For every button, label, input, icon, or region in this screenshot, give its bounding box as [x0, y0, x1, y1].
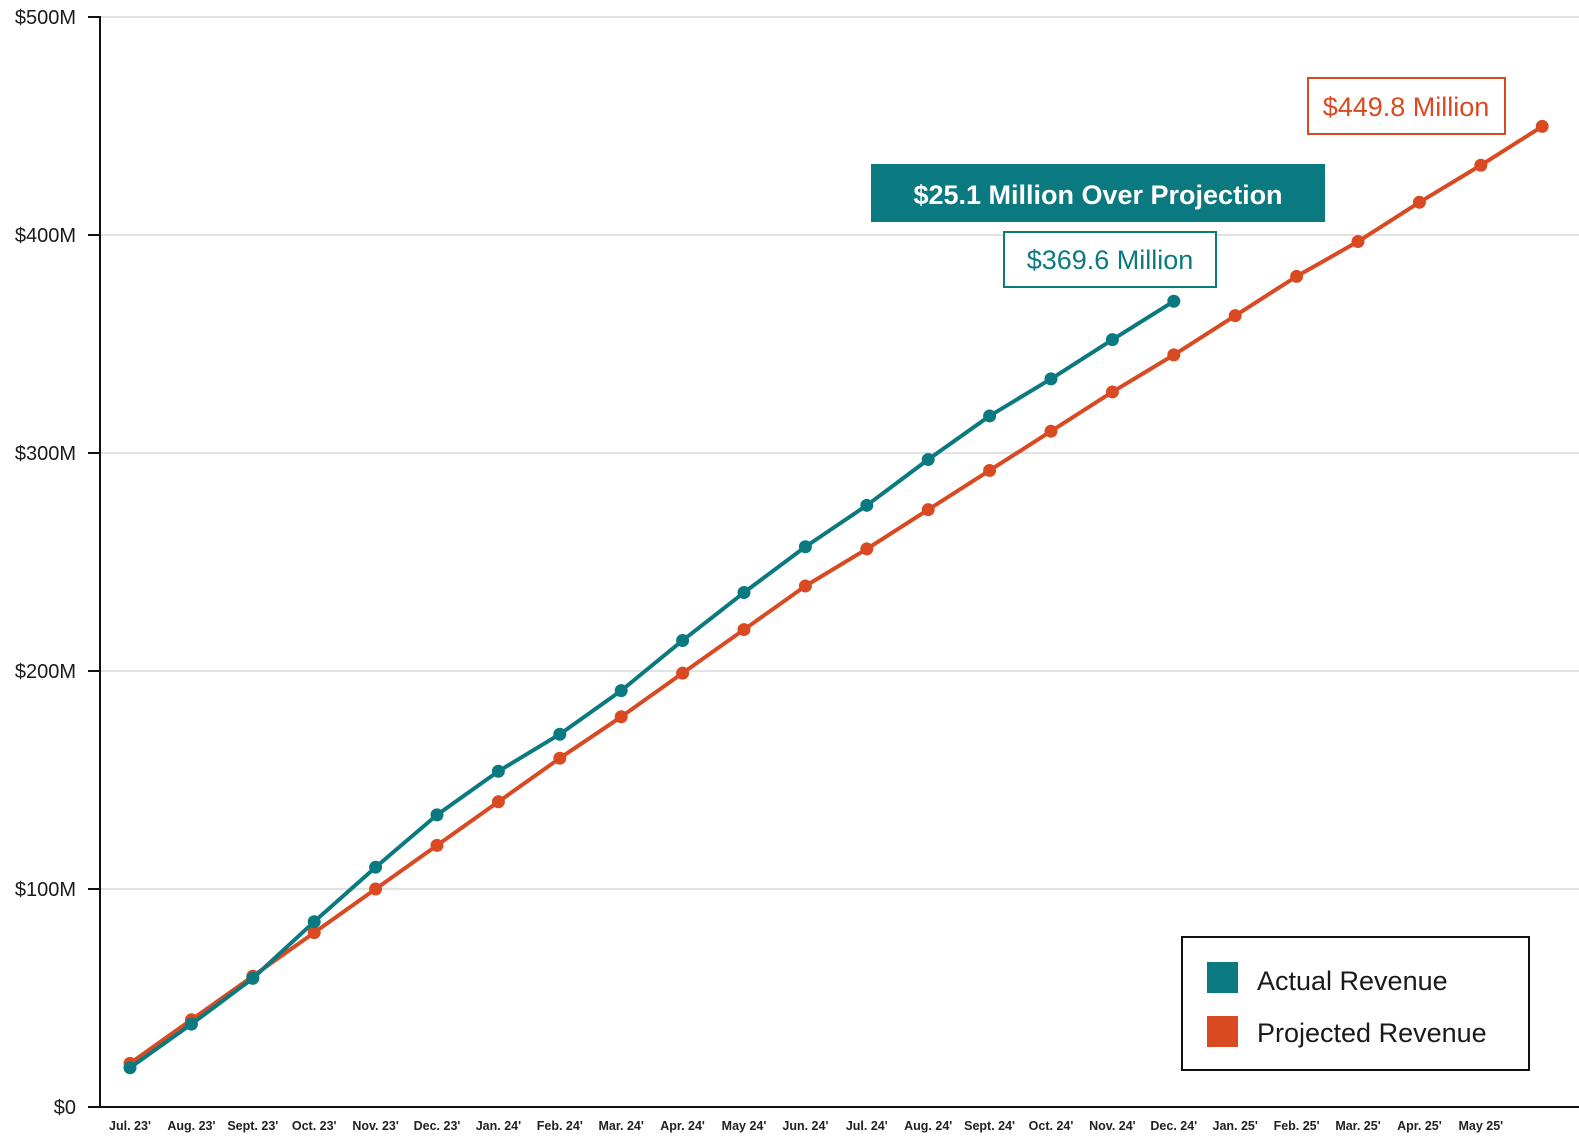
series-actual-revenue [123, 294, 1181, 1075]
projected-callout-box [1307, 77, 1506, 135]
point-projected-revenue-19 [1290, 269, 1304, 283]
legend-label-actual: Actual Revenue [1257, 966, 1448, 996]
x-tick-label-10: May 24' [722, 1119, 767, 1133]
point-actual-revenue-14 [983, 409, 997, 423]
x-tick-label-11: Jun. 24' [782, 1119, 828, 1133]
y-tick-labels: $0 $100M $200M $300M $400M $500M [15, 7, 100, 1119]
actual-end-callout: $369.6 Million [1003, 231, 1217, 288]
point-projected-revenue-9 [676, 666, 690, 680]
projected-callout-text: $449.8 Million [1323, 92, 1490, 122]
x-tick-label-2: Sept. 23' [227, 1119, 278, 1133]
legend-swatch-actual [1207, 962, 1238, 993]
banner-background [871, 164, 1325, 222]
point-projected-revenue-13 [921, 503, 935, 517]
point-projected-revenue-10 [737, 623, 751, 637]
y-tick-label-2: $200M [15, 661, 76, 683]
point-projected-revenue-22 [1474, 158, 1488, 172]
x-tick-label-0: Jul. 23' [109, 1119, 151, 1133]
point-actual-revenue-3 [307, 915, 321, 929]
point-actual-revenue-13 [921, 453, 935, 467]
point-actual-revenue-2 [246, 971, 260, 985]
point-actual-revenue-12 [860, 498, 874, 512]
point-projected-revenue-7 [553, 751, 567, 765]
point-projected-revenue-20 [1351, 235, 1365, 249]
x-tick-label-21: Apr. 25' [1397, 1119, 1442, 1133]
point-actual-revenue-6 [491, 764, 505, 778]
x-tick-label-13: Aug. 24' [904, 1119, 952, 1133]
point-projected-revenue-6 [491, 795, 505, 809]
axes [99, 16, 1579, 1108]
point-projected-revenue-4 [369, 882, 383, 896]
series-layer [123, 119, 1549, 1075]
x-tick-label-22: May 25' [1458, 1119, 1503, 1133]
actual-callout-box [1003, 231, 1217, 288]
point-projected-revenue-3 [307, 926, 321, 940]
x-tick-label-8: Mar. 24' [599, 1119, 644, 1133]
y-tick-label-3: $300M [15, 443, 76, 465]
point-actual-revenue-8 [614, 684, 628, 698]
x-tick-label-16: Nov. 24' [1089, 1119, 1136, 1133]
point-projected-revenue-15 [1044, 424, 1058, 438]
point-projected-revenue-17 [1167, 348, 1181, 362]
point-actual-revenue-7 [553, 727, 567, 741]
point-projected-revenue-23 [1535, 119, 1549, 133]
banner-text: $25.1 Million Over Projection [913, 180, 1282, 210]
series-projected-revenue [123, 119, 1549, 1070]
point-actual-revenue-10 [737, 586, 751, 600]
grid-lines [101, 16, 1579, 890]
y-tick-label-4: $400M [15, 225, 76, 247]
point-actual-revenue-9 [676, 633, 690, 647]
y-tick-label-5: $500M [15, 7, 76, 29]
point-actual-revenue-11 [798, 540, 812, 554]
point-actual-revenue-1 [184, 1017, 198, 1031]
point-actual-revenue-4 [369, 860, 383, 874]
x-tick-label-6: Jan. 24' [476, 1119, 521, 1133]
point-actual-revenue-17 [1167, 294, 1181, 308]
point-projected-revenue-12 [860, 542, 874, 556]
point-projected-revenue-5 [430, 838, 444, 852]
point-projected-revenue-18 [1228, 309, 1242, 323]
series-line-projected-revenue [128, 124, 1544, 1066]
point-projected-revenue-21 [1412, 195, 1426, 209]
legend-box [1181, 936, 1530, 1071]
actual-callout-text: $369.6 Million [1027, 245, 1194, 275]
legend-label-projected: Projected Revenue [1257, 1018, 1487, 1048]
x-tick-label-19: Feb. 25' [1274, 1119, 1320, 1133]
x-tick-label-15: Oct. 24' [1029, 1119, 1074, 1133]
x-tick-label-12: Jul. 24' [846, 1119, 888, 1133]
point-projected-revenue-14 [983, 463, 997, 477]
legend: Actual Revenue Projected Revenue [1181, 936, 1530, 1071]
point-actual-revenue-15 [1044, 372, 1058, 386]
point-projected-revenue-16 [1105, 385, 1119, 399]
y-tick-label-0: $0 [54, 1097, 76, 1119]
x-tick-label-14: Sept. 24' [964, 1119, 1015, 1133]
x-tick-label-9: Apr. 24' [660, 1119, 705, 1133]
over-projection-banner: $25.1 Million Over Projection [871, 164, 1325, 222]
x-tick-label-1: Aug. 23' [167, 1119, 215, 1133]
point-actual-revenue-0 [123, 1061, 137, 1075]
x-tick-label-20: Mar. 25' [1335, 1119, 1380, 1133]
y-tick-label-1: $100M [15, 879, 76, 901]
series-line-actual-revenue [128, 299, 1175, 1070]
point-projected-revenue-11 [798, 579, 812, 593]
point-actual-revenue-16 [1105, 333, 1119, 347]
projected-end-callout: $449.8 Million [1307, 77, 1506, 135]
point-actual-revenue-5 [430, 808, 444, 822]
point-projected-revenue-8 [614, 710, 628, 724]
x-tick-label-5: Dec. 23' [414, 1119, 461, 1133]
x-tick-label-17: Dec. 24' [1150, 1119, 1197, 1133]
x-tick-label-7: Feb. 24' [537, 1119, 583, 1133]
x-tick-label-3: Oct. 23' [292, 1119, 337, 1133]
x-tick-labels: Jul. 23' Aug. 23' Sept. 23' Oct. 23' Nov. 23… [109, 1119, 1503, 1133]
legend-swatch-projected [1207, 1016, 1238, 1047]
x-tick-label-4: Nov. 23' [352, 1119, 399, 1133]
x-tick-label-18: Jan. 25' [1213, 1119, 1258, 1133]
